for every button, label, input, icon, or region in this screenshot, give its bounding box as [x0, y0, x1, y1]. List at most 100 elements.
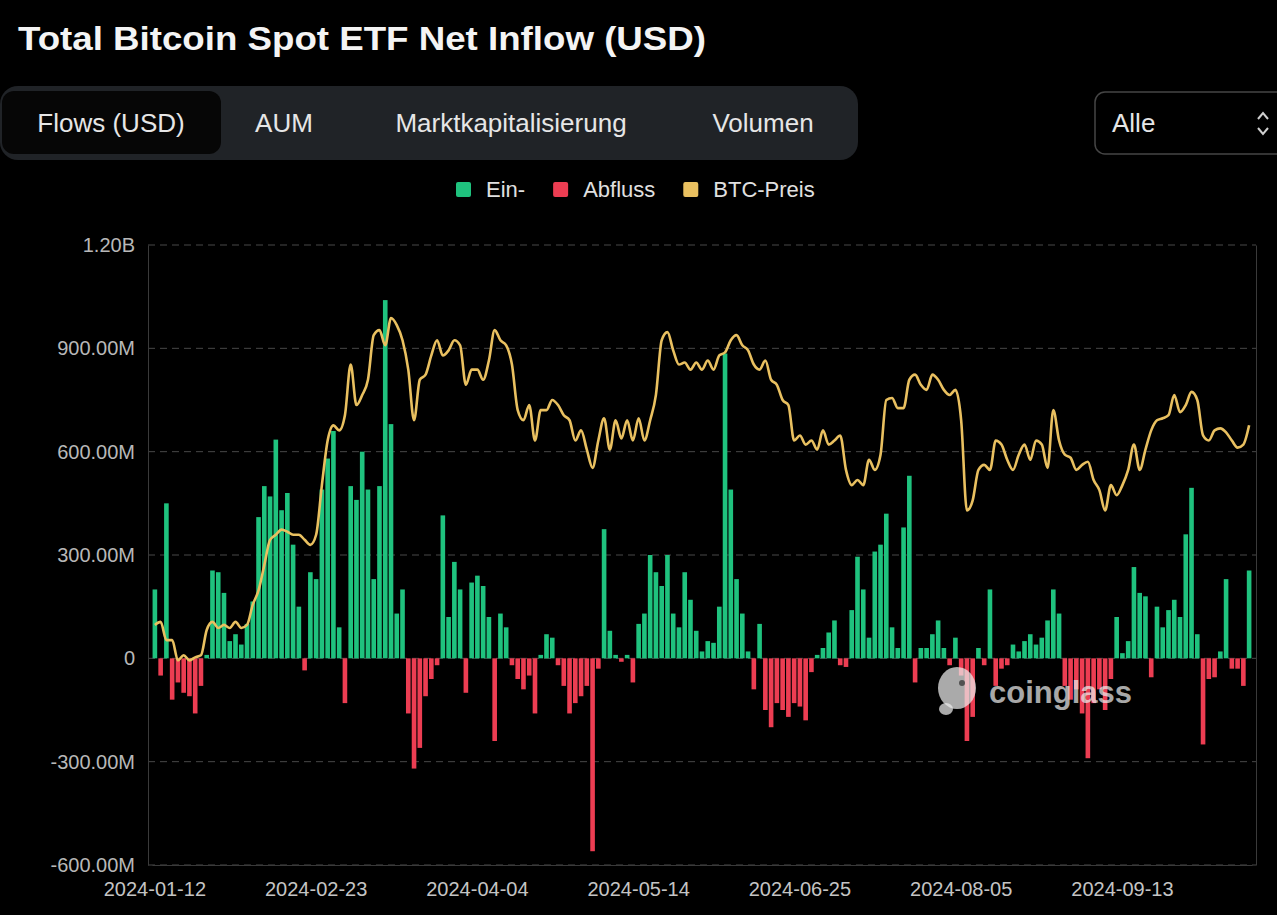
inflow-bar — [734, 579, 739, 658]
inflow-bar — [872, 552, 877, 659]
outflow-bar — [631, 658, 636, 682]
outflow-bar — [1212, 658, 1217, 677]
inflow-bar — [274, 440, 279, 659]
x-tick: 2024-08-05 — [910, 865, 1012, 900]
y2-axis — [1256, 246, 1257, 866]
outflow-bar — [786, 658, 791, 717]
inflow-bar — [815, 655, 820, 658]
grid-line — [148, 451, 1256, 452]
inflow-bar — [924, 648, 929, 658]
inflow-bar — [867, 638, 872, 659]
inflow-bar — [1195, 634, 1200, 658]
outflow-bar — [567, 658, 572, 713]
legend: Ein-AbflussBTC-Preis — [456, 177, 815, 202]
inflow-bar — [988, 589, 993, 658]
tab[interactable]: Flows (USD) — [37, 108, 184, 138]
outflow-bar — [982, 658, 987, 665]
inflow-bar — [1011, 645, 1016, 659]
outflow-bar — [792, 658, 797, 703]
inflow-bar — [953, 638, 958, 659]
y-tick-label: 0 — [124, 647, 135, 669]
outflow-bar — [1241, 658, 1246, 686]
inflow-bar — [458, 589, 463, 658]
outflow-bar — [515, 658, 520, 679]
inflow-bar — [1247, 571, 1252, 659]
outflow-bar — [170, 658, 175, 699]
plot-area — [153, 300, 1252, 851]
grid — [148, 245, 1256, 865]
inflow-bar — [308, 572, 313, 658]
inflow-bar — [245, 624, 250, 658]
inflow-bar — [740, 614, 745, 659]
inflow-bar — [1172, 600, 1177, 659]
outflow-bar — [187, 658, 192, 696]
inflow-bar — [936, 620, 941, 658]
inflow-bar — [648, 555, 653, 658]
grid-line — [148, 245, 1256, 246]
tab[interactable]: AUM — [255, 108, 313, 138]
outflow-bar — [763, 658, 768, 710]
x-tick: 2024-05-14 — [587, 865, 689, 900]
inflow-bar — [1016, 651, 1021, 658]
outflow-bar — [809, 658, 814, 672]
watermark-text: coinglass — [989, 675, 1132, 710]
y-tick: 0 — [124, 647, 148, 669]
watermark-icon — [939, 703, 953, 715]
inflow-bar — [671, 614, 676, 659]
outflow-bar — [158, 658, 163, 675]
y-tick: 300.00M — [57, 544, 148, 566]
inflow-bar — [400, 589, 405, 658]
inflow-bar — [291, 545, 296, 659]
inflow-bar — [855, 557, 860, 659]
inflow-bar — [360, 452, 365, 659]
inflow-bar — [1028, 634, 1033, 658]
outflow-bar — [803, 658, 808, 720]
y-tick: 1.20B — [83, 234, 148, 256]
outflow-bar — [1230, 658, 1235, 668]
period-select[interactable] — [1095, 92, 1277, 154]
y-tick-label: -300.00M — [51, 751, 136, 773]
watermark: coinglass — [938, 667, 1132, 715]
inflow-bar — [907, 476, 912, 659]
inflow-bar — [348, 486, 353, 658]
inflow-bar — [861, 589, 866, 658]
outflow-bar — [780, 658, 785, 710]
inflow-bar — [481, 586, 486, 658]
inflow-bar — [331, 431, 336, 658]
inflow-bar — [216, 572, 221, 658]
tab[interactable]: Marktkapitalisierung — [395, 108, 626, 138]
outflow-bar — [590, 658, 595, 851]
inflow-bar — [711, 643, 716, 659]
inflow-bar — [659, 586, 664, 658]
x-axis: 2024-01-122024-02-232024-04-042024-05-14… — [104, 865, 1253, 900]
outflow-bar — [510, 658, 515, 665]
inflow-bar — [452, 562, 457, 658]
inflow-bar — [1137, 593, 1142, 658]
inflow-bar — [832, 620, 837, 658]
outflow-bar — [798, 658, 803, 706]
inflow-bar — [325, 459, 330, 659]
outflow-bar — [429, 658, 434, 679]
inflow-bar — [901, 527, 906, 658]
inflow-bar — [1143, 596, 1148, 658]
inflow-bar — [890, 627, 895, 658]
inflow-bar — [1166, 610, 1171, 658]
y-tick: 600.00M — [57, 441, 148, 463]
inflow-bar — [1224, 579, 1229, 658]
outflow-bar — [769, 658, 774, 727]
inflow-bar — [469, 583, 474, 659]
inflow-bar — [504, 627, 509, 658]
x-tick-label: 2024-02-23 — [265, 878, 367, 900]
inflow-bar — [239, 645, 244, 659]
x-tick-label: 2024-04-04 — [426, 878, 528, 900]
legend-swatch — [683, 182, 698, 197]
period-select-arrows — [1258, 113, 1268, 134]
period-select-label[interactable]: Alle — [1112, 108, 1155, 138]
inflow-bar — [1034, 645, 1039, 659]
tab[interactable]: Volumen — [712, 108, 813, 138]
inflow-bar — [677, 627, 682, 658]
outflow-bar — [492, 658, 497, 741]
grid-line — [148, 348, 1256, 349]
title: Total Bitcoin Spot ETF Net Inflow (USD) — [18, 19, 706, 57]
x-tick-label: 2024-09-13 — [1071, 878, 1173, 900]
